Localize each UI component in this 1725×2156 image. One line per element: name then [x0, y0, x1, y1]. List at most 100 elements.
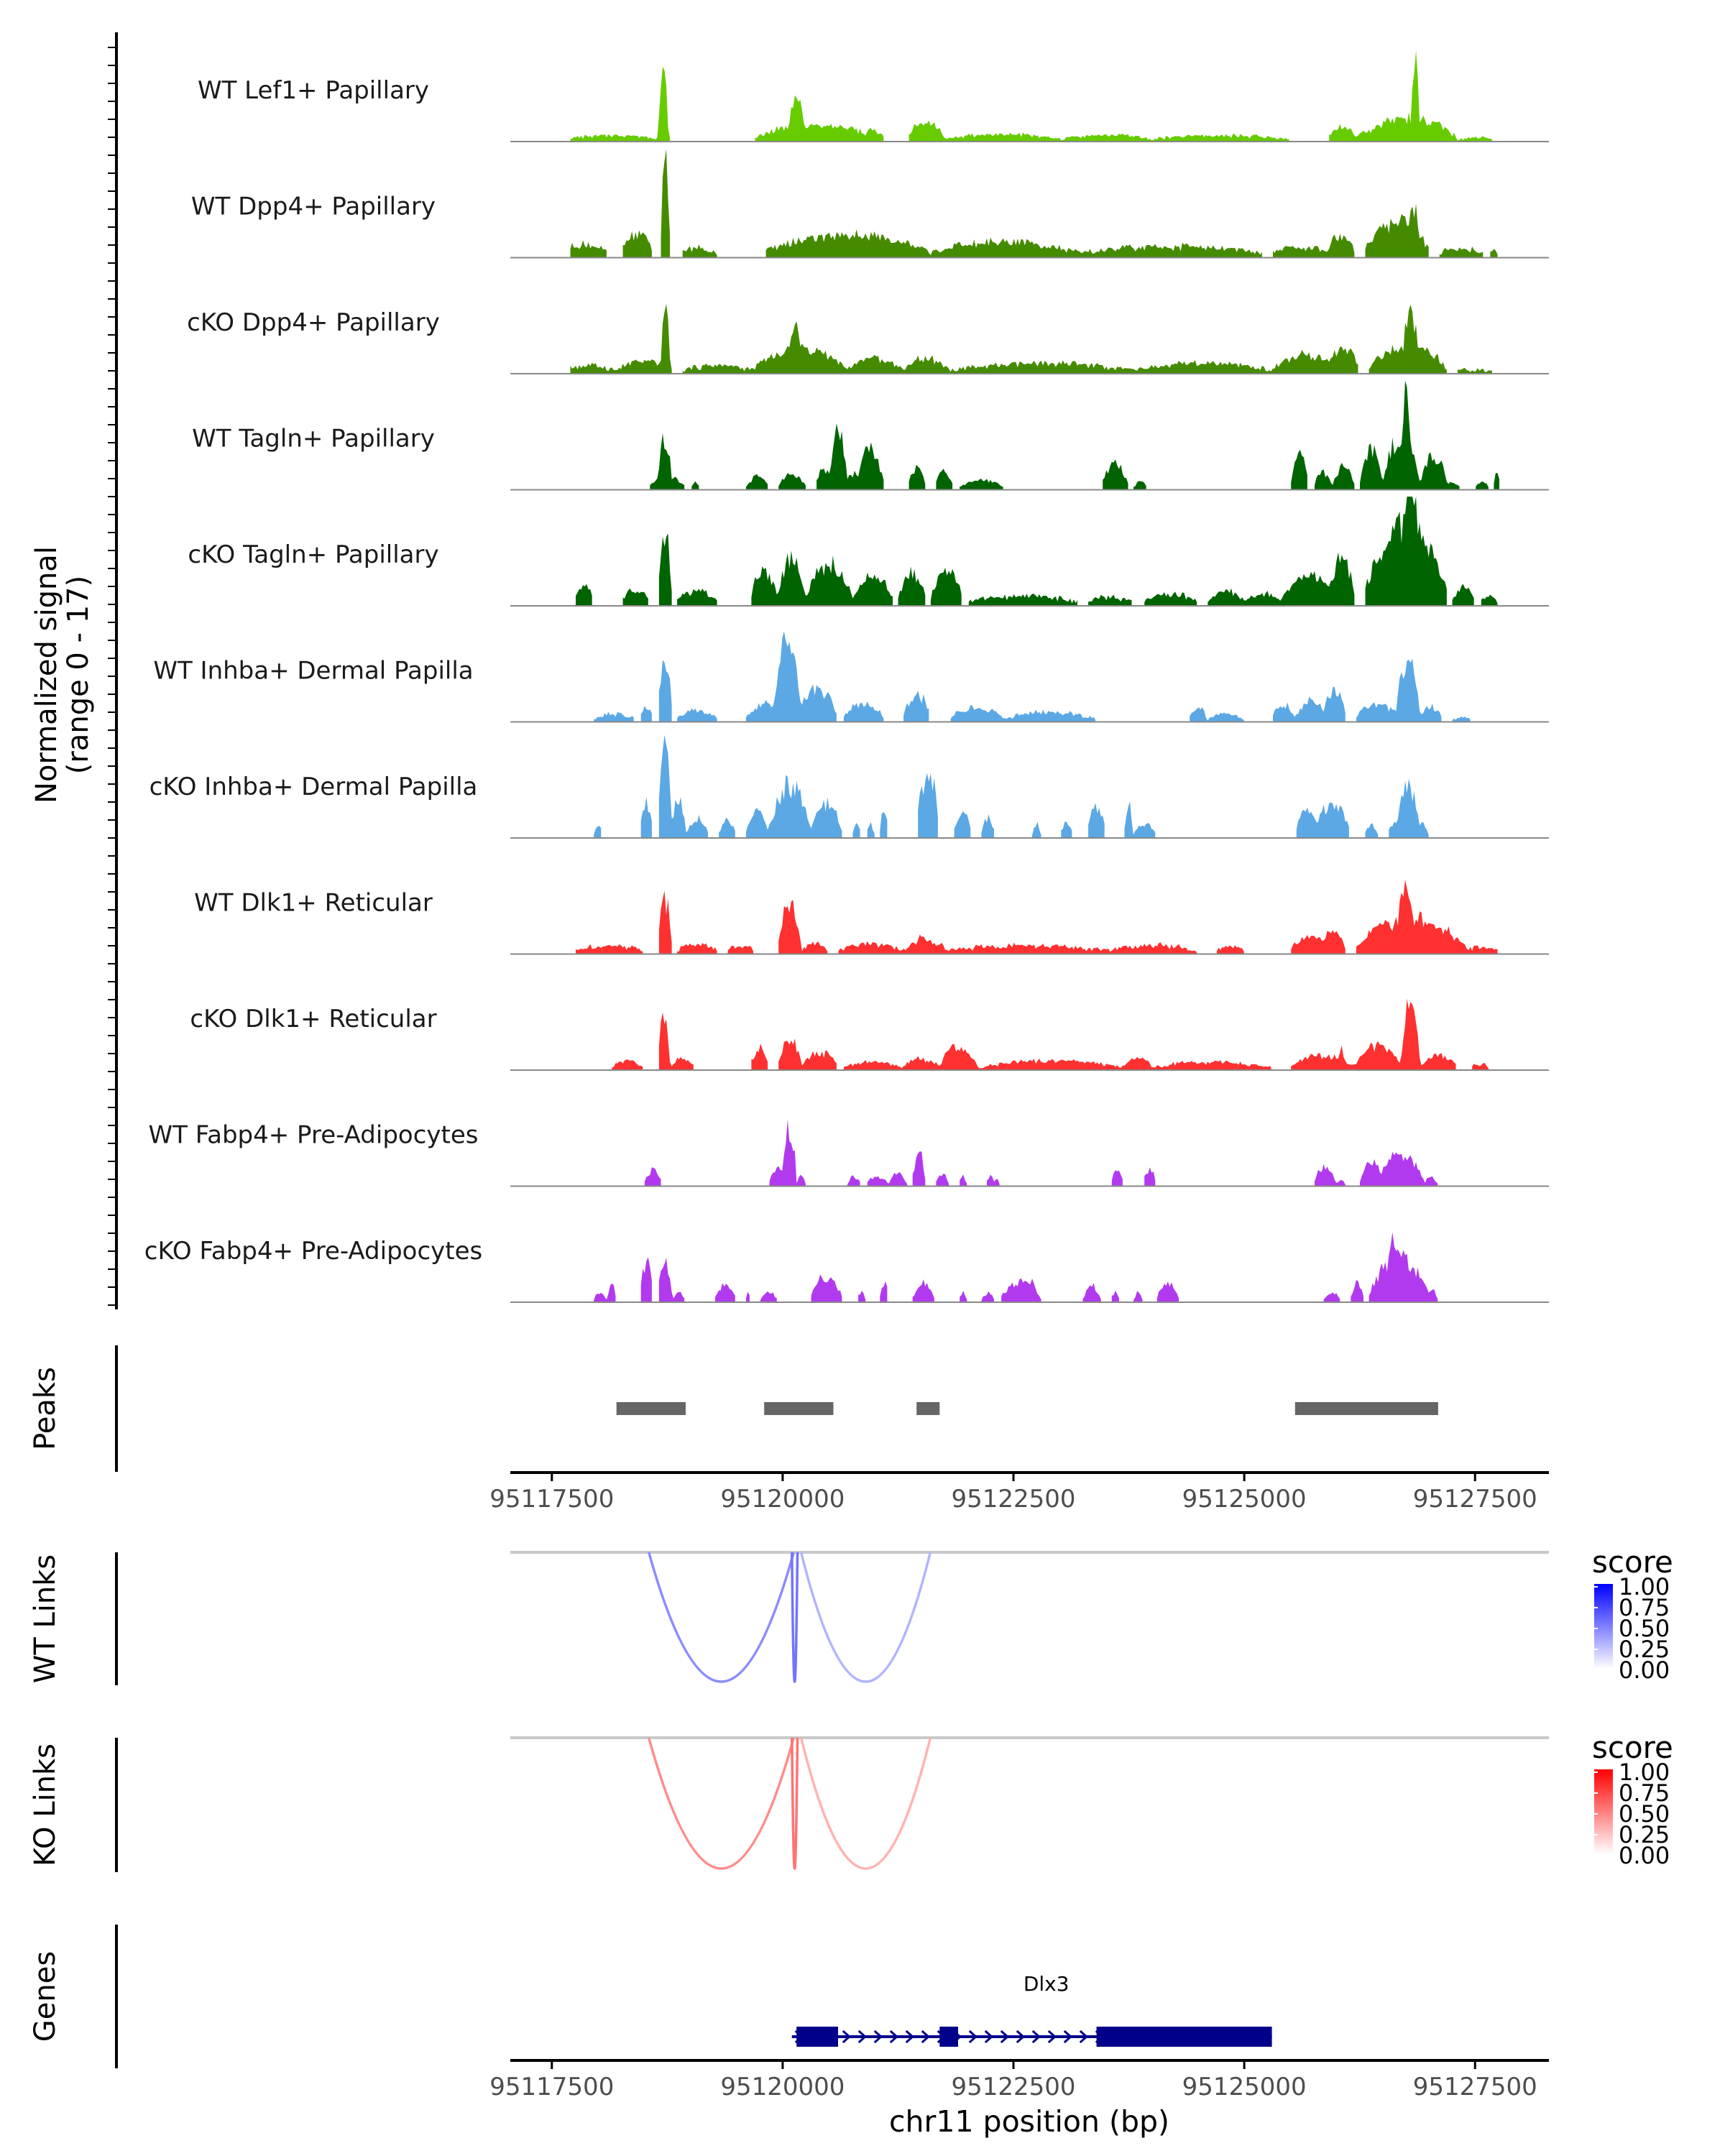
- coverage-area: [908, 464, 926, 490]
- track-label: WT Dlk1+ Reticular: [194, 889, 433, 918]
- coverage-area: [1365, 203, 1429, 258]
- track-label: WT Dpp4+ Papillary: [191, 193, 436, 221]
- coverage-area: [650, 433, 685, 490]
- coverage-track: WT Lef1+ Papillary: [198, 50, 1549, 142]
- gene-name: Dlx3: [1024, 1972, 1070, 1996]
- coverage-area: [908, 120, 1289, 142]
- coverage-area: [1273, 686, 1346, 722]
- peak-region: [1294, 1402, 1438, 1415]
- coverage-area: [950, 705, 1096, 722]
- coverage-area: [727, 945, 753, 954]
- coverage-area: [576, 584, 592, 606]
- coverage-area: [1111, 1290, 1119, 1302]
- coverage-area: [1360, 1151, 1438, 1187]
- coverage-y-axis: [108, 32, 118, 1309]
- coverage-area: [1368, 304, 1447, 374]
- coverage-area: [1360, 380, 1460, 490]
- track-label: cKO Dlk1+ Reticular: [190, 1005, 436, 1033]
- coverage-area: [745, 1291, 750, 1302]
- coverage-area: [987, 1174, 1000, 1187]
- coverage-track: cKO Dlk1+ Reticular: [190, 998, 1549, 1071]
- coverage-area: [936, 469, 953, 490]
- gene-exon: [796, 2027, 838, 2047]
- x-axis-bottom-tick-label: 95127500: [1413, 2073, 1537, 2101]
- coverage-area: [1368, 1232, 1438, 1302]
- coverage-area: [719, 817, 735, 838]
- coverage-area: [677, 588, 717, 606]
- coverage-area: [1452, 717, 1471, 722]
- coverage-area: [918, 773, 938, 838]
- genes-panel: Genes Dlx3: [29, 1925, 1272, 2068]
- coverage-area: [1315, 463, 1355, 490]
- coverage-area: [570, 67, 671, 142]
- track-label: WT Tagln+ Papillary: [192, 425, 435, 453]
- strand-arrow: [968, 2030, 978, 2044]
- coverage-area: [658, 1012, 694, 1070]
- coverage-area: [1133, 1291, 1143, 1302]
- coverage-area: [1365, 497, 1447, 606]
- links-label: KO Links: [29, 1743, 62, 1866]
- coverage-area: [778, 1038, 837, 1070]
- coverage-area: [898, 566, 926, 606]
- coverage-area: [1291, 998, 1456, 1070]
- coverage-area: [1124, 801, 1156, 838]
- gene-exon: [939, 2027, 958, 2047]
- coverage-area: [691, 481, 699, 490]
- coverage-area: [1032, 821, 1041, 838]
- strand-arrow: [905, 2030, 915, 2044]
- strand-arrow: [1031, 2030, 1041, 2044]
- x-axis-top-tick-label: 95117500: [489, 1485, 614, 1514]
- coverage-area: [1315, 1164, 1346, 1187]
- coverage-area: [715, 1283, 735, 1302]
- coverage-area: [745, 474, 768, 490]
- coverage-area: [677, 708, 717, 722]
- track-label: cKO Fabp4+ Pre-Adipocytes: [144, 1237, 483, 1266]
- track-label: WT Inhba+ Dermal Papilla: [153, 657, 473, 686]
- coverage-area: [1061, 821, 1072, 838]
- coverage-area: [644, 1167, 661, 1187]
- coverage-y-axis-range: (range 0 - 17): [62, 576, 95, 774]
- coverage-area: [981, 814, 994, 838]
- coverage-area: [1082, 1283, 1101, 1302]
- coverage-area: [1088, 803, 1105, 838]
- coverage-area: [936, 1174, 949, 1187]
- coverage-area: [1481, 594, 1498, 606]
- coverage-y-axis-title: Normalized signal: [30, 546, 63, 803]
- coverage-area: [903, 691, 929, 722]
- links-label: WT Links: [29, 1554, 62, 1683]
- coverage-area: [658, 890, 672, 954]
- coverage-area: [1458, 367, 1492, 374]
- coverage-area: [751, 1044, 768, 1070]
- coverage-area: [1133, 481, 1146, 490]
- coverage-area: [622, 230, 652, 258]
- strand-arrow: [857, 2030, 868, 2044]
- x-axis-title: chr11 position (bp): [889, 2104, 1169, 2139]
- genes-label: Genes: [29, 1951, 62, 2042]
- peak-region: [616, 1402, 686, 1415]
- strand-arrow: [921, 2030, 931, 2044]
- coverage-track: WT Dlk1+ Reticular: [194, 879, 1549, 955]
- colorbar-tick-label: 0.50: [1619, 1615, 1670, 1642]
- strand-arrow: [1016, 2030, 1026, 2044]
- coverage-area: [778, 473, 806, 490]
- colorbar-tick-label: 0.25: [1619, 1636, 1670, 1663]
- x-axis-top-tick-label: 95125000: [1182, 1485, 1307, 1514]
- colorbar-tick-label: 0.25: [1619, 1821, 1670, 1848]
- strand-arrow: [1063, 2030, 1073, 2044]
- coverage-area: [570, 240, 607, 258]
- coverage-area: [960, 1174, 967, 1187]
- coverage-area: [640, 1257, 652, 1302]
- coverage-area: [867, 821, 875, 838]
- colorbar-tick-label: 0.75: [1619, 1594, 1670, 1621]
- coverage-area: [912, 1279, 934, 1302]
- coverage-area: [1452, 584, 1474, 606]
- coverage-area: [751, 550, 893, 606]
- coverage-area: [843, 701, 884, 722]
- coverage-area: [658, 533, 672, 606]
- colorbar-tick-label: 0.75: [1619, 1779, 1670, 1807]
- peak-region: [764, 1402, 834, 1415]
- coverage-area: [838, 934, 1197, 954]
- coverage-area: [1144, 591, 1197, 606]
- x-axis-bottom-tick-label: 95120000: [720, 2073, 845, 2101]
- coverage-area: [745, 775, 842, 838]
